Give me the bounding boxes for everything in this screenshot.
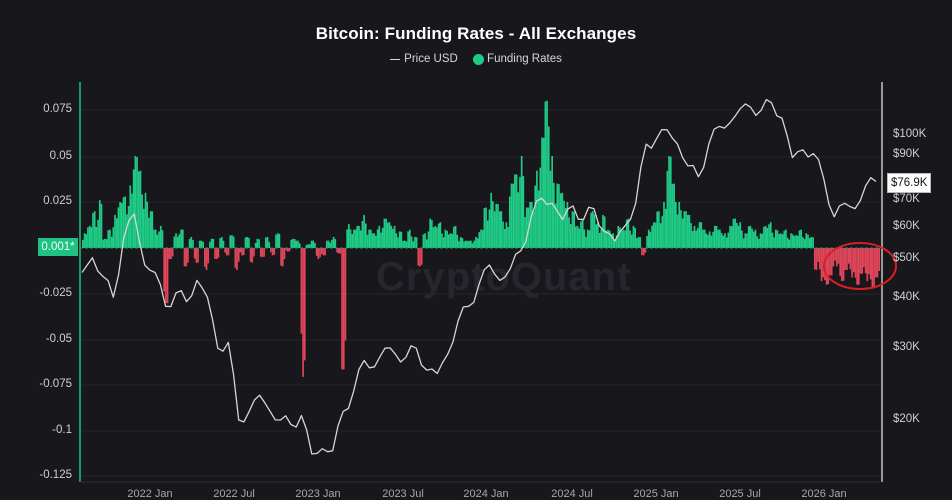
y-left-tick: -0.05 <box>45 333 72 345</box>
y-left-tick: -0.1 <box>52 424 72 436</box>
annotation-circle <box>823 242 897 290</box>
price-line <box>81 98 877 455</box>
x-tick: 2023 Jan <box>295 488 341 500</box>
y-right-tick: $60K <box>893 220 920 232</box>
y-right-tick: $90K <box>893 148 920 160</box>
x-tick: 2025 Jul <box>719 488 761 500</box>
legend-item-funding[interactable]: Funding Rates <box>473 53 562 65</box>
current-funding-badge: 0.001* <box>38 238 78 256</box>
y-right-tick: $40K <box>893 291 920 303</box>
x-tick: 2023 Jul <box>382 488 424 500</box>
y-right-tick: $50K <box>893 252 920 264</box>
y-right-tick: $30K <box>893 341 920 353</box>
x-tick: 2022 Jan <box>127 488 173 500</box>
x-tick: 2026 Jan <box>801 488 847 500</box>
x-tick: 2024 Jul <box>551 488 593 500</box>
x-tick: 2022 Jul <box>213 488 255 500</box>
line-swatch-icon <box>390 58 401 60</box>
y-left-tick: -0.075 <box>39 378 72 390</box>
y-right-tick: $100K <box>893 128 927 140</box>
legend-label-funding: Funding Rates <box>487 53 562 65</box>
x-tick: 2025 Jan <box>633 488 679 500</box>
dot-swatch-icon <box>473 53 485 65</box>
y-left-tick: -0.125 <box>39 469 72 481</box>
chart-legend: Price USD Funding Rates <box>0 53 952 65</box>
legend-label-price: Price USD <box>404 53 458 65</box>
funding-rate-bars <box>82 100 880 377</box>
y-left-tick: 0.05 <box>49 150 72 162</box>
chart-title: Bitcoin: Funding Rates - All Exchanges <box>315 24 637 43</box>
x-tick: 2024 Jan <box>463 488 509 500</box>
y-right-tick: $20K <box>893 413 920 425</box>
y-left-tick: 0.075 <box>43 103 72 115</box>
current-price-badge: $76.9K <box>887 173 932 193</box>
y-left-tick: -0.025 <box>39 287 72 299</box>
gridlines <box>80 109 880 477</box>
y-right-tick: $70K <box>893 193 920 205</box>
legend-item-price[interactable]: Price USD <box>390 53 458 65</box>
y-left-tick: 0.025 <box>43 195 72 207</box>
